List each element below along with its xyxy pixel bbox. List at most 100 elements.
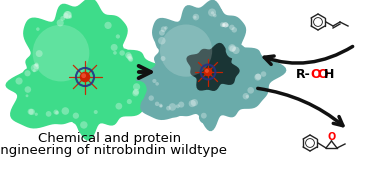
Text: engineering of nitrobindin wildtype: engineering of nitrobindin wildtype bbox=[0, 144, 228, 157]
Circle shape bbox=[94, 110, 98, 114]
Circle shape bbox=[230, 44, 246, 61]
FancyArrowPatch shape bbox=[139, 66, 151, 78]
Circle shape bbox=[62, 107, 69, 115]
Circle shape bbox=[204, 68, 212, 76]
Circle shape bbox=[31, 62, 44, 74]
Circle shape bbox=[210, 10, 217, 17]
Circle shape bbox=[230, 25, 242, 38]
Circle shape bbox=[33, 69, 36, 72]
Circle shape bbox=[26, 94, 28, 97]
Circle shape bbox=[149, 95, 154, 101]
Circle shape bbox=[247, 87, 254, 94]
Circle shape bbox=[13, 75, 29, 91]
Circle shape bbox=[28, 61, 46, 79]
Circle shape bbox=[254, 74, 261, 81]
Circle shape bbox=[231, 27, 237, 33]
Circle shape bbox=[157, 28, 170, 41]
Circle shape bbox=[205, 6, 223, 24]
Circle shape bbox=[119, 50, 125, 56]
Text: R-: R- bbox=[296, 68, 311, 81]
Circle shape bbox=[61, 11, 73, 23]
Circle shape bbox=[159, 104, 163, 108]
Circle shape bbox=[213, 14, 217, 17]
Circle shape bbox=[220, 22, 225, 27]
Circle shape bbox=[223, 22, 228, 27]
Circle shape bbox=[55, 111, 59, 115]
Circle shape bbox=[33, 25, 89, 81]
Circle shape bbox=[31, 64, 39, 72]
Circle shape bbox=[163, 25, 171, 33]
Circle shape bbox=[208, 9, 216, 17]
Circle shape bbox=[71, 110, 85, 124]
Circle shape bbox=[188, 97, 204, 113]
Circle shape bbox=[34, 112, 41, 119]
Circle shape bbox=[220, 21, 229, 31]
Circle shape bbox=[245, 94, 252, 101]
Circle shape bbox=[108, 42, 124, 57]
Circle shape bbox=[221, 20, 233, 32]
Circle shape bbox=[112, 50, 120, 58]
Circle shape bbox=[159, 104, 165, 110]
Circle shape bbox=[157, 102, 166, 111]
Circle shape bbox=[54, 110, 62, 118]
Circle shape bbox=[151, 78, 160, 87]
Circle shape bbox=[154, 81, 162, 89]
Circle shape bbox=[113, 51, 117, 55]
Circle shape bbox=[159, 30, 165, 36]
Circle shape bbox=[123, 50, 137, 64]
Circle shape bbox=[64, 11, 72, 19]
Circle shape bbox=[57, 19, 64, 26]
Circle shape bbox=[225, 23, 229, 27]
Circle shape bbox=[113, 101, 128, 116]
Circle shape bbox=[29, 109, 35, 115]
Circle shape bbox=[155, 102, 159, 106]
Circle shape bbox=[126, 54, 137, 65]
Circle shape bbox=[252, 71, 268, 87]
Circle shape bbox=[63, 13, 68, 18]
Text: H: H bbox=[324, 68, 335, 81]
Circle shape bbox=[80, 72, 90, 82]
Circle shape bbox=[124, 52, 138, 65]
Circle shape bbox=[218, 21, 229, 31]
Circle shape bbox=[169, 103, 176, 111]
Circle shape bbox=[164, 104, 175, 115]
Circle shape bbox=[59, 105, 76, 122]
Circle shape bbox=[189, 100, 196, 107]
Circle shape bbox=[255, 74, 261, 80]
Circle shape bbox=[127, 56, 133, 61]
Circle shape bbox=[129, 57, 133, 62]
Circle shape bbox=[62, 8, 79, 26]
Circle shape bbox=[28, 109, 34, 115]
Circle shape bbox=[61, 9, 78, 26]
Text: O: O bbox=[317, 68, 328, 81]
Circle shape bbox=[44, 109, 57, 122]
Circle shape bbox=[160, 25, 212, 77]
Circle shape bbox=[52, 108, 63, 119]
Circle shape bbox=[111, 44, 118, 51]
Circle shape bbox=[176, 104, 180, 108]
Circle shape bbox=[133, 89, 139, 95]
Circle shape bbox=[127, 56, 138, 66]
Circle shape bbox=[127, 54, 132, 60]
Circle shape bbox=[46, 111, 51, 117]
Circle shape bbox=[175, 103, 183, 112]
Circle shape bbox=[127, 99, 132, 104]
Circle shape bbox=[53, 110, 59, 114]
Circle shape bbox=[232, 47, 240, 54]
Circle shape bbox=[191, 12, 205, 26]
Circle shape bbox=[222, 24, 225, 27]
Circle shape bbox=[115, 33, 124, 42]
Circle shape bbox=[192, 14, 199, 20]
Circle shape bbox=[68, 15, 72, 19]
Circle shape bbox=[155, 82, 159, 86]
Circle shape bbox=[221, 23, 228, 30]
Circle shape bbox=[259, 69, 271, 82]
Circle shape bbox=[34, 62, 39, 67]
Polygon shape bbox=[136, 0, 287, 131]
Circle shape bbox=[229, 45, 236, 52]
Circle shape bbox=[194, 16, 197, 19]
Circle shape bbox=[33, 48, 49, 63]
Polygon shape bbox=[186, 43, 240, 91]
Circle shape bbox=[80, 121, 88, 129]
Circle shape bbox=[159, 25, 172, 37]
